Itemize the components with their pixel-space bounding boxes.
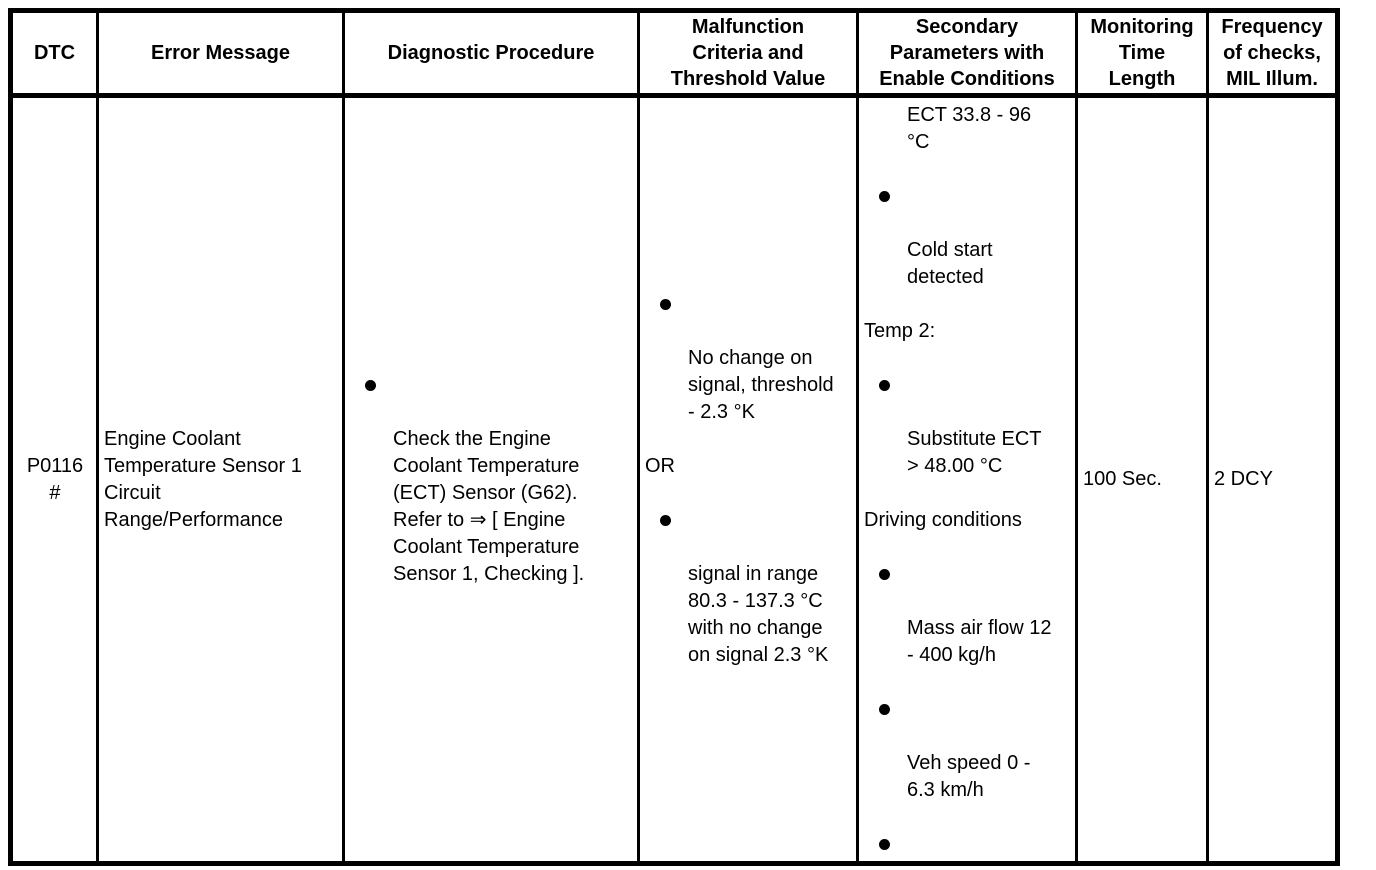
bullet-icon [879, 379, 890, 391]
cell-secondary-parameters: ECT @ start -44.30 - 137.30 °C ECT 33.8 … [859, 98, 1078, 861]
list-item: Cold start detected [864, 183, 1071, 291]
column-header-diagnostic-procedure: Diagnostic Procedure [345, 13, 640, 98]
monitoring-time-value: 100 Sec. [1083, 468, 1162, 490]
list-item-text: Cold start detected [907, 238, 993, 288]
list-item-text: Mass air flow 12 - 400 kg/h [907, 616, 1052, 666]
cell-dtc: P0116 # [13, 98, 99, 861]
frequency-mil-value: 2 DCY [1214, 468, 1273, 490]
bullet-icon [879, 838, 890, 850]
section-label-temp2: Temp 2: [864, 319, 936, 342]
bullet-icon [879, 703, 890, 715]
section-label-driving-conditions: Driving conditions [864, 508, 1022, 531]
column-header-malfunction-criteria: Malfunction Criteria and Threshold Value [640, 13, 859, 98]
bullet-icon [879, 568, 890, 580]
list-item: Substitute ECT > 48.00 °C [864, 372, 1071, 480]
bullet-icon [365, 379, 376, 391]
bullet-icon [660, 298, 671, 310]
list-item-text: Veh speed 0 - 6.3 km/h [907, 751, 1031, 801]
list-item: Veh speed 0 - 6.3 km/h [864, 696, 1071, 804]
column-header-monitoring-time: Monitoring Time Length [1078, 13, 1209, 98]
list-item: Check the Engine Coolant Temperature (EC… [350, 372, 633, 588]
cell-error-message: Engine Coolant Temperature Sensor 1 Circ… [99, 98, 345, 861]
list-item: Time required > 15.0 Sec. [864, 831, 1071, 862]
list-item-text: Check the Engine Coolant Temperature (EC… [393, 427, 585, 585]
column-header-dtc: DTC [13, 13, 99, 98]
column-header-secondary-parameters: Secondary Parameters with Enable Conditi… [859, 13, 1078, 98]
list-item-text: No change on signal, threshold - 2.3 °K [688, 346, 834, 423]
list-item-text: signal in range 80.3 - 137.3 °C with no … [688, 562, 829, 666]
bullet-icon [879, 190, 890, 202]
cell-diagnostic-procedure: Check the Engine Coolant Temperature (EC… [345, 98, 640, 861]
column-header-frequency-mil: Frequency of checks, MIL Illum. [1209, 13, 1335, 98]
dtc-table: DTC Error Message Diagnostic Procedure M… [8, 8, 1340, 866]
error-message-text: Engine Coolant Temperature Sensor 1 Circ… [104, 427, 302, 531]
or-separator: OR [645, 454, 675, 477]
column-header-error-message: Error Message [99, 13, 345, 98]
list-item: No change on signal, threshold - 2.3 °K [645, 291, 852, 426]
list-item-text: ECT 33.8 - 96 °C [907, 103, 1032, 153]
list-item: signal in range 80.3 - 137.3 °C with no … [645, 507, 852, 669]
dtc-code: P0116 # [26, 454, 84, 504]
list-item: Mass air flow 12 - 400 kg/h [864, 561, 1071, 669]
cell-malfunction-criteria: No change on signal, threshold - 2.3 °K … [640, 98, 859, 861]
cell-monitoring-time: 100 Sec. [1078, 98, 1209, 861]
list-item: ECT 33.8 - 96 °C [864, 98, 1071, 156]
cell-frequency-mil: 2 DCY [1209, 98, 1335, 861]
list-item-text: Substitute ECT > 48.00 °C [907, 427, 1042, 477]
bullet-icon [660, 514, 671, 526]
